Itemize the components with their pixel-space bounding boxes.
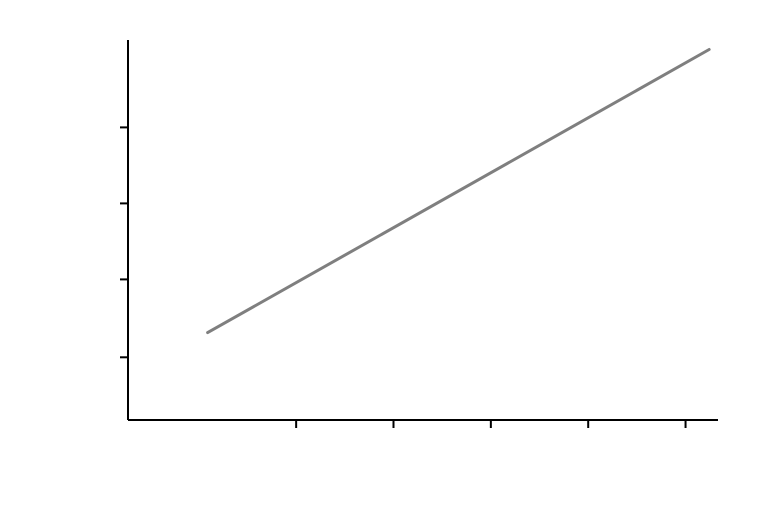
- line-chart: [0, 0, 768, 512]
- chart-svg: [0, 0, 768, 512]
